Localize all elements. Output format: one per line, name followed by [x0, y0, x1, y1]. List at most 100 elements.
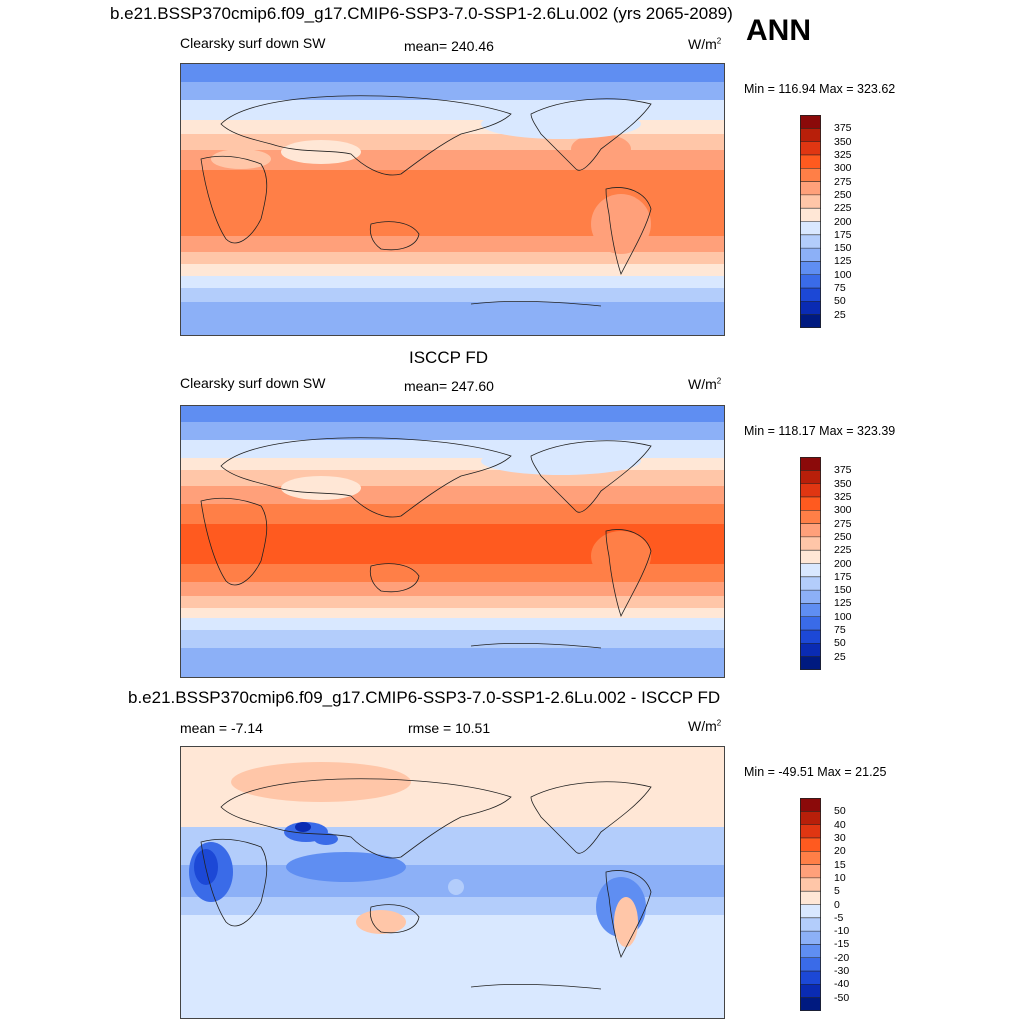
panel2-colorbar-svg — [800, 457, 821, 670]
panel2-units: W/m2 — [688, 376, 722, 392]
colorbar-tick-label: 350 — [834, 135, 852, 148]
colorbar-tick-label: 375 — [834, 122, 852, 135]
colorbar-swatch — [800, 656, 821, 670]
colorbar-swatch — [800, 851, 821, 865]
colorbar-tick-label: 125 — [834, 255, 852, 268]
colorbar-tick-label: 25 — [834, 650, 846, 663]
colorbar-tick-label: 5 — [834, 885, 840, 898]
colorbar-tick-label: 30 — [834, 831, 846, 844]
colorbar-swatch — [800, 957, 821, 972]
colorbar-swatch — [800, 274, 821, 289]
panel3-rmse: rmse = 10.51 — [408, 720, 491, 736]
colorbar-tick-label: -40 — [834, 978, 850, 991]
panel3-mean: mean = -7.14 — [180, 720, 263, 736]
colorbar-tick-label: 15 — [834, 858, 846, 871]
panel1-map — [180, 63, 725, 336]
colorbar-swatch — [800, 128, 821, 142]
colorbar-swatch — [800, 630, 821, 644]
colorbar-swatch — [800, 931, 821, 945]
panel1-colorbar-svg — [800, 115, 821, 328]
colorbar-swatch — [800, 208, 821, 222]
colorbar-tick-label: 300 — [834, 162, 852, 175]
panel2-map — [180, 405, 725, 678]
panel3-minmax: Min = -49.51 Max = 21.25 — [744, 765, 887, 779]
colorbar-swatch — [800, 944, 821, 959]
colorbar-swatch — [800, 115, 821, 129]
colorbar-tick-label: 150 — [834, 242, 852, 255]
colorbar-tick-label: 275 — [834, 517, 852, 530]
colorbar-tick-label: 150 — [834, 584, 852, 597]
colorbar-swatch — [800, 984, 821, 998]
colorbar-tick-label: 200 — [834, 557, 852, 570]
panel3-map-field — [181, 747, 724, 1018]
colorbar-swatch — [800, 643, 821, 657]
colorbar-tick-label: 125 — [834, 597, 852, 610]
panel2-variable: Clearsky surf down SW — [180, 375, 326, 391]
panel3-map — [180, 746, 725, 1019]
colorbar-swatch — [800, 603, 821, 618]
colorbar-tick-label: 175 — [834, 570, 852, 583]
colorbar-swatch — [800, 904, 821, 919]
colorbar-tick-label: -50 — [834, 991, 850, 1004]
panel3-title: b.e21.BSSP370cmip6.f09_g17.CMIP6-SSP3-7.… — [128, 688, 721, 707]
colorbar-tick-label: 225 — [834, 202, 852, 215]
panel1-minmax: Min = 116.94 Max = 323.62 — [744, 82, 896, 96]
colorbar-swatch — [800, 864, 821, 879]
colorbar-swatch — [800, 971, 821, 985]
colorbar-tick-label: 20 — [834, 845, 846, 858]
colorbar-tick-label: 375 — [834, 464, 852, 477]
panel1-colorbar — [800, 115, 821, 328]
colorbar-swatch — [800, 470, 821, 484]
colorbar-swatch — [800, 154, 821, 169]
colorbar-swatch — [800, 301, 821, 315]
panel2-title: ISCCP FD — [409, 348, 489, 367]
colorbar-swatch — [800, 824, 821, 839]
colorbar-border — [800, 457, 821, 670]
colorbar-tick-label: 40 — [834, 818, 846, 831]
panel3-colorbar-svg — [800, 798, 821, 1011]
colorbar-swatch — [800, 917, 821, 932]
colorbar-swatch — [800, 536, 821, 551]
colorbar-tick-label: 225 — [834, 544, 852, 557]
colorbar-swatch — [800, 563, 821, 578]
colorbar-tick-label: -20 — [834, 951, 850, 964]
colorbar-tick-label: -30 — [834, 965, 850, 978]
colorbar-tick-label: -15 — [834, 938, 850, 951]
colorbar-border — [800, 798, 821, 1011]
colorbar-swatch — [800, 837, 821, 852]
colorbar-swatch — [800, 877, 821, 892]
colorbar-tick-label: 100 — [834, 610, 852, 623]
colorbar-swatch — [800, 141, 821, 156]
colorbar-tick-label: 25 — [834, 308, 846, 321]
colorbar-tick-label: 75 — [834, 282, 846, 295]
panel3-colorbar — [800, 798, 821, 1011]
colorbar-swatch — [800, 483, 821, 498]
colorbar-swatch — [800, 590, 821, 604]
colorbar-swatch — [800, 234, 821, 249]
colorbar-tick-label: -10 — [834, 925, 850, 938]
colorbar-tick-label: 350 — [834, 477, 852, 490]
colorbar-tick-label: 300 — [834, 504, 852, 517]
colorbar-tick-label: 75 — [834, 624, 846, 637]
colorbar-swatch — [800, 891, 821, 905]
panel2-minmax: Min = 118.17 Max = 323.39 — [744, 424, 896, 438]
colorbar-swatch — [800, 523, 821, 538]
colorbar-swatch — [800, 616, 821, 631]
colorbar-tick-label: 0 — [834, 898, 840, 911]
colorbar-tick-label: -5 — [834, 911, 844, 924]
colorbar-swatch — [800, 248, 821, 262]
colorbar-swatch — [800, 550, 821, 564]
colorbar-swatch — [800, 181, 821, 196]
colorbar-tick-label: 50 — [834, 295, 846, 308]
colorbar-swatch — [800, 798, 821, 812]
panel1-variable: Clearsky surf down SW — [180, 35, 326, 51]
panel2-colorbar — [800, 457, 821, 670]
colorbar-swatch — [800, 194, 821, 209]
colorbar-swatch — [800, 997, 821, 1011]
colorbar-swatch — [800, 457, 821, 471]
panel1-units: W/m2 — [688, 36, 722, 52]
colorbar-swatch — [800, 261, 821, 276]
panel3-units: W/m2 — [688, 718, 722, 734]
colorbar-tick-label: 50 — [834, 805, 846, 818]
colorbar-tick-label: 100 — [834, 268, 852, 281]
